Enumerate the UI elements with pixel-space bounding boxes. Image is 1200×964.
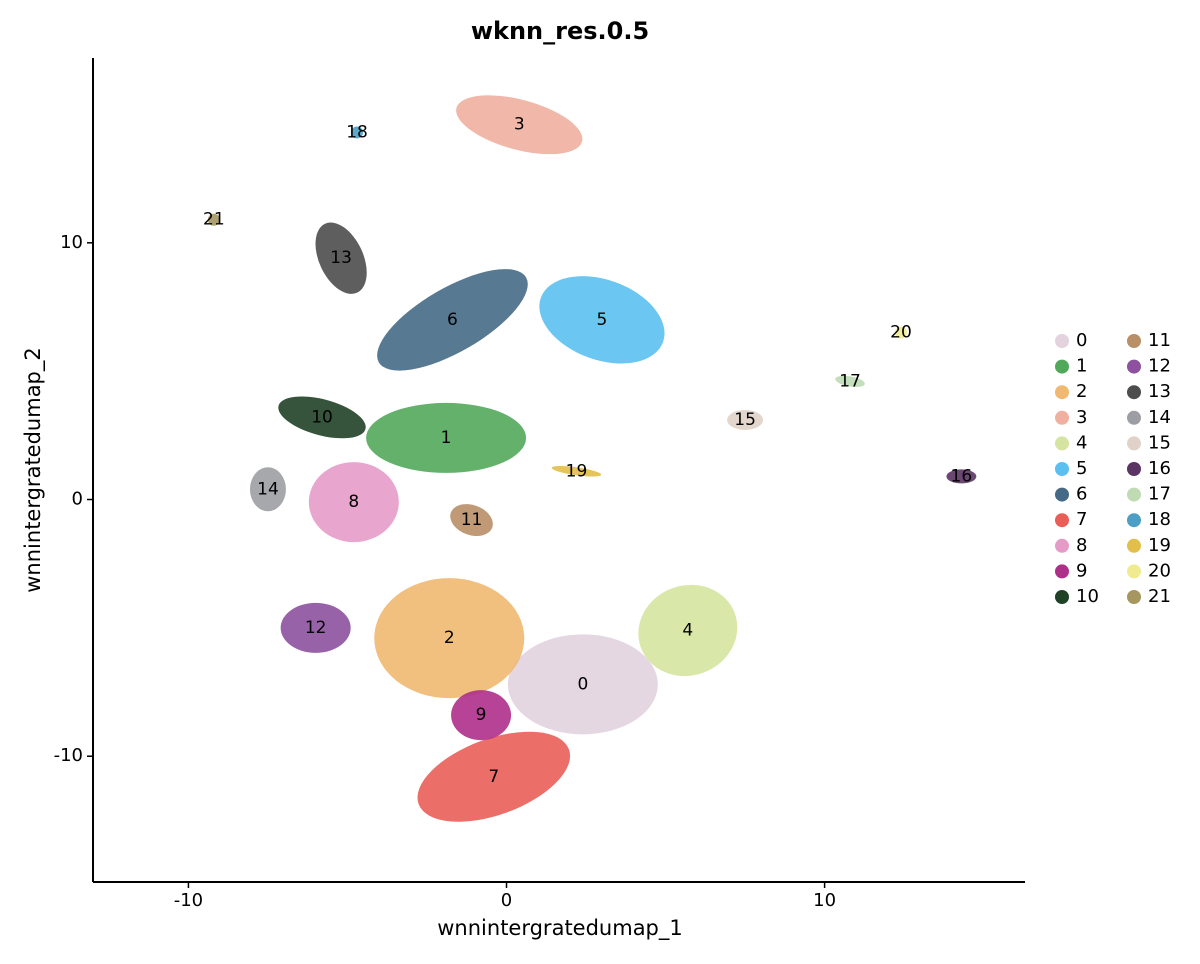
legend-swatch: [1127, 538, 1141, 553]
cluster-label: 14: [257, 479, 279, 499]
x-tick-label: -10: [174, 890, 203, 911]
legend-swatch: [1055, 513, 1069, 528]
y-tick-label: 10: [60, 232, 83, 253]
cluster-blob: [638, 584, 738, 677]
legend-label: 11: [1148, 330, 1171, 351]
cluster-blob: [417, 731, 571, 822]
cluster-blob: [377, 269, 528, 371]
cluster-label: 0: [577, 674, 588, 694]
legend-label: 10: [1076, 586, 1099, 607]
legend-label: 20: [1148, 560, 1171, 581]
cluster-label: 5: [597, 310, 608, 330]
cluster-blob: [451, 690, 512, 741]
legend-label: 6: [1076, 484, 1087, 505]
legend-swatch: [1055, 410, 1069, 425]
cluster-label: 19: [566, 461, 588, 481]
legend-label: 12: [1148, 356, 1171, 377]
legend-swatch: [1127, 334, 1141, 348]
legend-label: 19: [1148, 535, 1171, 556]
legend-label: 21: [1148, 586, 1171, 607]
cluster-label: 8: [348, 492, 359, 512]
chart-title: wknn_res.0.5: [471, 17, 649, 45]
cluster-label: 11: [461, 510, 483, 530]
legend-swatch: [1127, 410, 1141, 425]
legend-label: 9: [1076, 560, 1087, 581]
cluster-blob: [946, 469, 977, 484]
cluster-label: 3: [514, 115, 525, 135]
legend-swatch: [1127, 564, 1141, 579]
y-axis-label: wnnintergratedumap_2: [21, 347, 46, 593]
cluster-label: 4: [682, 620, 693, 640]
cluster-blob: [207, 213, 220, 226]
cluster-label: 20: [890, 323, 912, 343]
cluster-label: 6: [447, 310, 458, 330]
legend-label: 16: [1148, 458, 1171, 479]
legend-swatch: [1055, 538, 1069, 553]
legend-swatch: [1127, 436, 1141, 451]
cluster-label: 7: [488, 767, 499, 787]
legend-swatch: [1055, 487, 1069, 502]
legend-label: 8: [1076, 535, 1087, 556]
cluster-blob: [249, 467, 286, 512]
cluster-blob: [894, 326, 907, 339]
cluster-blob: [315, 222, 367, 294]
legend-label: 0: [1076, 330, 1087, 351]
cluster-blob: [366, 402, 527, 473]
legend-swatch: [1127, 487, 1141, 502]
cluster-blob: [456, 95, 583, 155]
legend-swatch: [1127, 359, 1141, 374]
legend-label: 13: [1148, 381, 1171, 402]
legend-label: 2: [1076, 381, 1087, 402]
cluster-label: 17: [839, 371, 861, 391]
y-tick-label: 0: [72, 489, 83, 510]
cluster-label: 12: [305, 618, 327, 638]
legend-label: 5: [1076, 458, 1087, 479]
x-tick-label: 10: [813, 890, 836, 911]
cluster-blob: [351, 126, 364, 139]
cluster-label: 2: [444, 628, 455, 648]
legend-label: 18: [1148, 509, 1171, 530]
y-tick-label: -10: [54, 745, 83, 766]
cluster-label: 16: [951, 466, 973, 486]
legend-swatch: [1127, 462, 1141, 476]
legend-label: 4: [1076, 432, 1087, 453]
cluster-blob: [450, 504, 493, 537]
x-tick-label: 0: [501, 890, 512, 911]
legend-label: 7: [1076, 509, 1087, 530]
legend-label: 14: [1148, 407, 1171, 428]
legend-label: 17: [1148, 484, 1171, 505]
legend-swatch: [1055, 564, 1069, 579]
cluster-blob: [551, 466, 602, 477]
legend-swatch: [1055, 334, 1069, 348]
legend-swatch: [1055, 436, 1069, 451]
legend-label: 1: [1076, 356, 1087, 377]
cluster-label: 1: [441, 428, 452, 448]
legend-swatch: [1055, 385, 1069, 400]
cluster-label: 18: [346, 122, 368, 142]
cluster-label: 13: [330, 248, 352, 268]
cluster-blob: [278, 396, 366, 439]
cluster-label: 15: [734, 410, 756, 430]
legend-swatch: [1055, 359, 1069, 374]
cluster-label: 9: [476, 705, 487, 725]
cluster-blob: [374, 578, 525, 699]
legend-swatch: [1127, 385, 1141, 400]
legend-label: 15: [1148, 432, 1171, 453]
cluster-blob: [539, 276, 665, 364]
cluster-blob: [308, 462, 399, 543]
cluster-blob: [727, 409, 764, 430]
legend-swatch: [1055, 462, 1069, 476]
legend-swatch: [1055, 590, 1069, 604]
cluster-label: 21: [203, 210, 225, 230]
cluster-blob: [507, 634, 658, 735]
cluster-label: 10: [311, 407, 333, 427]
legend-swatch: [1127, 513, 1141, 528]
x-axis-label: wnnintergratedumap_1: [437, 916, 683, 941]
legend-swatch: [1127, 590, 1141, 604]
cluster-blob: [280, 602, 351, 653]
legend-label: 3: [1076, 407, 1087, 428]
cluster-blob: [835, 375, 865, 388]
